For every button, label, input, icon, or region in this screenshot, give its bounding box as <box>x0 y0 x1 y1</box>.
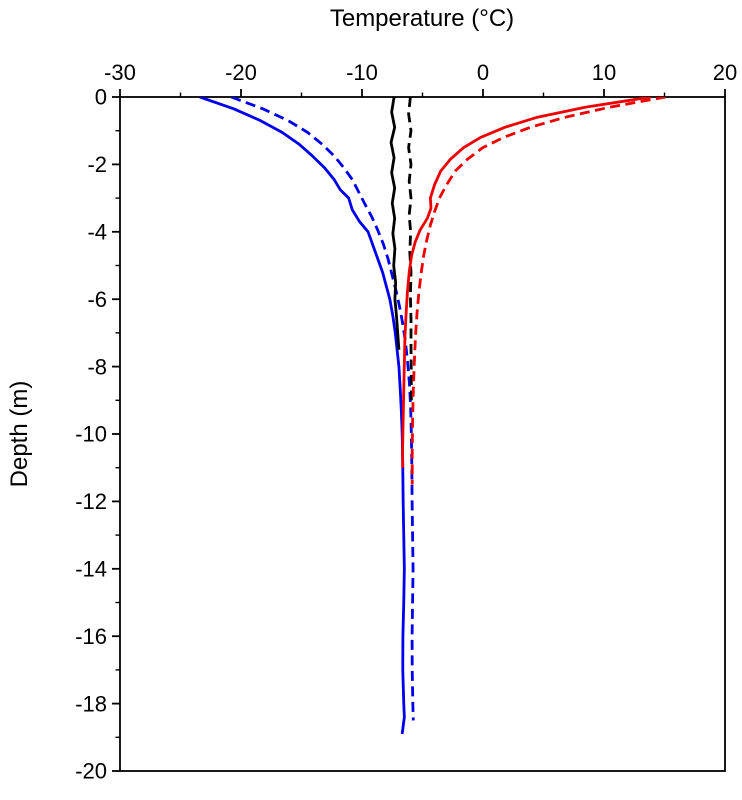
x-tick-label: 20 <box>713 60 737 85</box>
series-mean-temperature-profile-solid <box>389 97 401 350</box>
x-tick-label: 10 <box>592 60 616 85</box>
x-tick-label: -10 <box>346 60 378 85</box>
x-tick-label: -30 <box>104 60 136 85</box>
x-tick-label: -20 <box>225 60 257 85</box>
y-tick-label: -12 <box>75 489 107 514</box>
y-tick-label: -6 <box>87 287 107 312</box>
series-maximum-temperature-profile-dashed <box>410 97 666 485</box>
plot-border <box>119 96 726 772</box>
y-tick-label: -20 <box>75 759 107 784</box>
axes-layer: -30 -20 -10 0 10 20 0 -2 -4 -6 -8 -10 -12 -14 -16 -18 -2… <box>75 60 737 784</box>
y-tick-label: -14 <box>75 557 107 582</box>
y-tick-label: 0 <box>95 85 107 110</box>
series-minimum-temperature-profile-solid <box>199 97 406 735</box>
series-mean-temperature-profile-dashed <box>407 97 413 401</box>
y-tick-label: -2 <box>87 152 107 177</box>
series-maximum-temperature-profile-solid <box>401 97 652 468</box>
chart-title: Temperature (°C) <box>330 5 514 32</box>
x-tick-label: 0 <box>477 60 489 85</box>
series-layer <box>199 97 666 735</box>
y-axis-label: Depth (m) <box>6 381 33 488</box>
y-tick-label: -8 <box>87 354 107 379</box>
y-tick-label: -10 <box>75 422 107 447</box>
y-tick-label: -16 <box>75 624 107 649</box>
y-tick-label: -4 <box>87 220 107 245</box>
y-tick-label: -18 <box>75 691 107 716</box>
series-minimum-temperature-profile-dashed <box>230 97 415 721</box>
